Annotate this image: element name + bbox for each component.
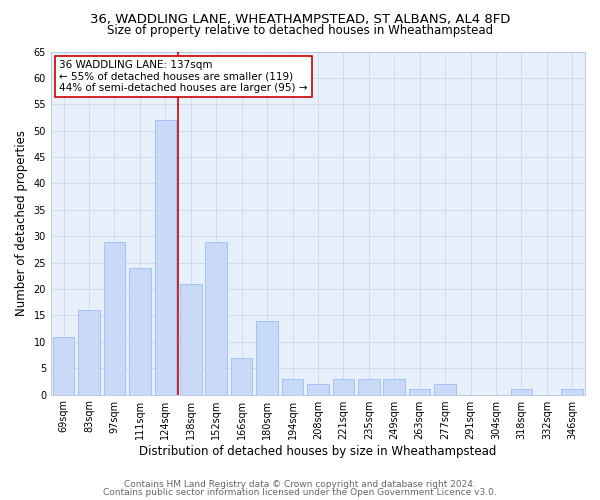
Bar — [511, 390, 532, 394]
Bar — [562, 390, 583, 394]
Text: Contains HM Land Registry data © Crown copyright and database right 2024.: Contains HM Land Registry data © Crown c… — [124, 480, 476, 489]
Bar — [180, 284, 202, 395]
Text: Size of property relative to detached houses in Wheathampstead: Size of property relative to detached ho… — [107, 24, 493, 37]
Bar — [78, 310, 100, 394]
Bar — [256, 320, 278, 394]
Bar — [307, 384, 329, 394]
Bar — [155, 120, 176, 394]
Bar — [53, 336, 74, 394]
Bar — [129, 268, 151, 394]
Bar — [409, 390, 430, 394]
Bar — [205, 242, 227, 394]
Bar — [104, 242, 125, 394]
Text: Contains public sector information licensed under the Open Government Licence v3: Contains public sector information licen… — [103, 488, 497, 497]
Y-axis label: Number of detached properties: Number of detached properties — [15, 130, 28, 316]
Bar — [332, 378, 354, 394]
Bar — [282, 378, 304, 394]
Bar — [358, 378, 380, 394]
Text: 36, WADDLING LANE, WHEATHAMPSTEAD, ST ALBANS, AL4 8FD: 36, WADDLING LANE, WHEATHAMPSTEAD, ST AL… — [90, 12, 510, 26]
Bar — [434, 384, 456, 394]
Bar — [231, 358, 253, 395]
X-axis label: Distribution of detached houses by size in Wheathampstead: Distribution of detached houses by size … — [139, 444, 497, 458]
Text: 36 WADDLING LANE: 137sqm
← 55% of detached houses are smaller (119)
44% of semi-: 36 WADDLING LANE: 137sqm ← 55% of detach… — [59, 60, 307, 94]
Bar — [383, 378, 405, 394]
